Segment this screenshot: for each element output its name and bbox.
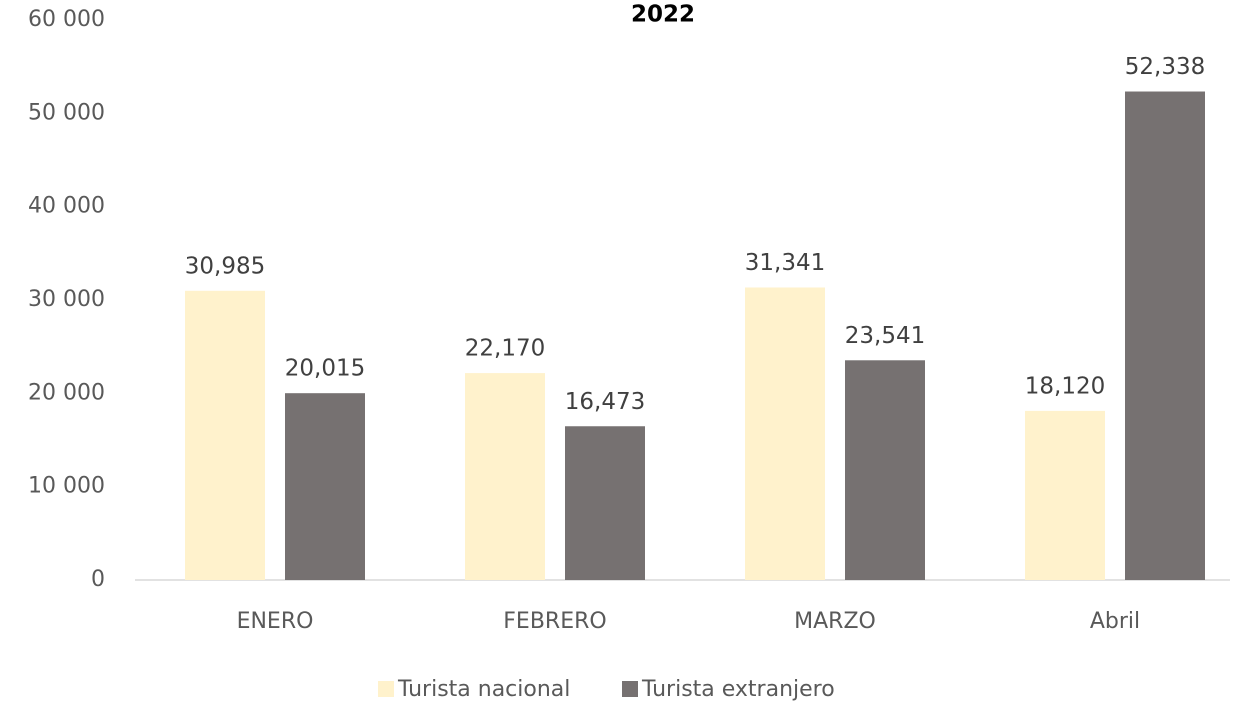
legend-swatch [378,681,394,697]
bar [745,287,825,580]
x-tick-label: Abril [1090,609,1140,634]
value-label: 52,338 [1125,54,1205,80]
y-tick-label: 60 000 [28,7,105,32]
bar [565,426,645,580]
y-tick-label: 0 [91,567,105,592]
value-label: 31,341 [745,250,825,276]
bar [1025,410,1105,580]
legend-label: Turista extranjero [641,677,835,702]
bar [1125,91,1205,581]
value-label: 30,985 [185,253,265,279]
y-tick-label: 50 000 [28,100,105,125]
x-tick-label: MARZO [794,609,876,634]
y-tick-label: 20 000 [28,380,105,405]
bar [465,373,545,580]
value-label: 16,473 [565,389,645,415]
value-label: 22,170 [465,336,545,362]
value-label: 20,015 [285,356,365,382]
y-tick-label: 30 000 [28,287,105,312]
legend-swatch [622,681,638,697]
x-tick-label: FEBRERO [503,609,606,634]
value-label: 18,120 [1025,373,1105,399]
bar [845,360,925,580]
x-tick-label: ENERO [237,609,314,634]
chart-title: 2022 [631,2,695,28]
value-label: 23,541 [845,323,925,349]
legend-label: Turista nacional [397,677,570,702]
bar [185,290,265,580]
y-tick-label: 40 000 [28,194,105,219]
bar [285,393,365,580]
y-tick-label: 10 000 [28,474,105,499]
